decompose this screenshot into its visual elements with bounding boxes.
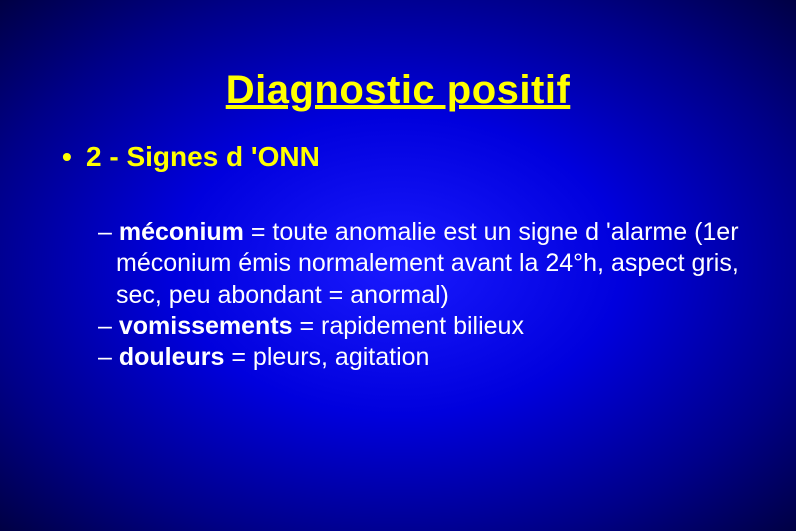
dash-icon: – — [98, 343, 112, 371]
sub-bullet-item: – vomissements = rapidement bilieux — [98, 311, 756, 342]
dash-icon: – — [98, 312, 112, 340]
dash-icon: – — [98, 218, 112, 246]
sub-bullet-list: – méconium = toute anomalie est un signe… — [0, 217, 796, 373]
sub-term: méconium — [119, 218, 244, 246]
slide: Diagnostic positif •2 - Signes d 'ONN – … — [0, 0, 796, 531]
slide-title: Diagnostic positif — [0, 0, 796, 141]
sub-rest: = rapidement bilieux — [293, 312, 524, 340]
bullet-level-1: •2 - Signes d 'ONN — [0, 141, 796, 217]
sub-term: vomissements — [119, 312, 293, 340]
sub-bullet-item: – méconium = toute anomalie est un signe… — [98, 217, 756, 311]
sub-bullet-item: – douleurs = pleurs, agitation — [98, 342, 756, 373]
bullet-marker: • — [62, 141, 86, 173]
sub-term: douleurs — [119, 343, 225, 371]
sub-rest: = pleurs, agitation — [224, 343, 429, 371]
bullet-text: 2 - Signes d 'ONN — [86, 141, 320, 172]
